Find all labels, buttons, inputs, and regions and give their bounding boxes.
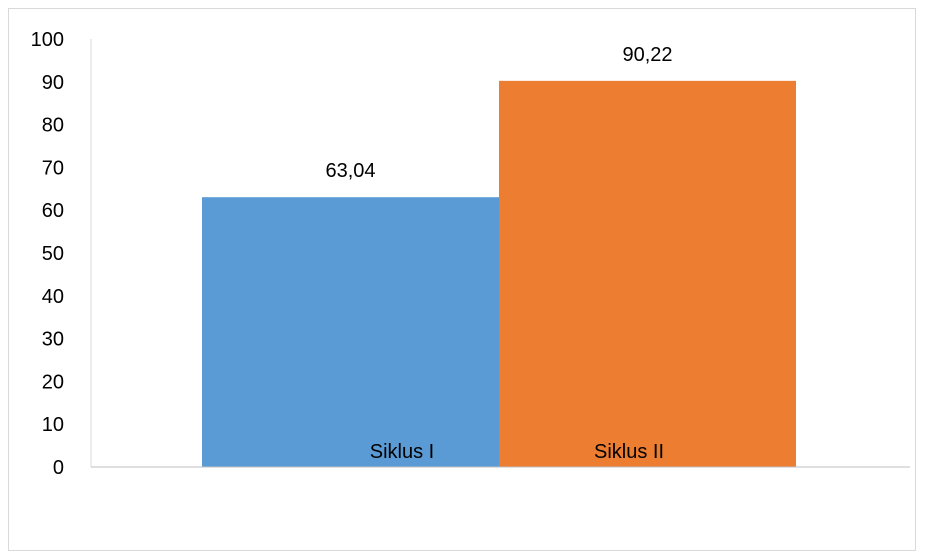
category-label: Siklus I bbox=[370, 441, 434, 463]
y-tick-label: 50 bbox=[42, 243, 64, 265]
y-tick-label: 90 bbox=[42, 72, 64, 94]
data-label: 90,22 bbox=[622, 44, 672, 66]
category-label: Siklus II bbox=[594, 441, 664, 463]
y-tick-label: 40 bbox=[42, 286, 64, 308]
y-tick-label: 80 bbox=[42, 115, 64, 137]
data-label: 63,04 bbox=[325, 160, 375, 182]
y-tick-label: 30 bbox=[42, 329, 64, 351]
y-tick-label: 60 bbox=[42, 200, 64, 222]
y-tick-label: 10 bbox=[42, 414, 64, 436]
bar-1 bbox=[202, 197, 499, 468]
y-tick-label: 100 bbox=[31, 29, 64, 51]
y-tick-label: 20 bbox=[42, 371, 64, 393]
y-tick-label: 70 bbox=[42, 157, 64, 179]
y-tick-label: 0 bbox=[53, 457, 64, 479]
bar-2 bbox=[499, 80, 796, 467]
